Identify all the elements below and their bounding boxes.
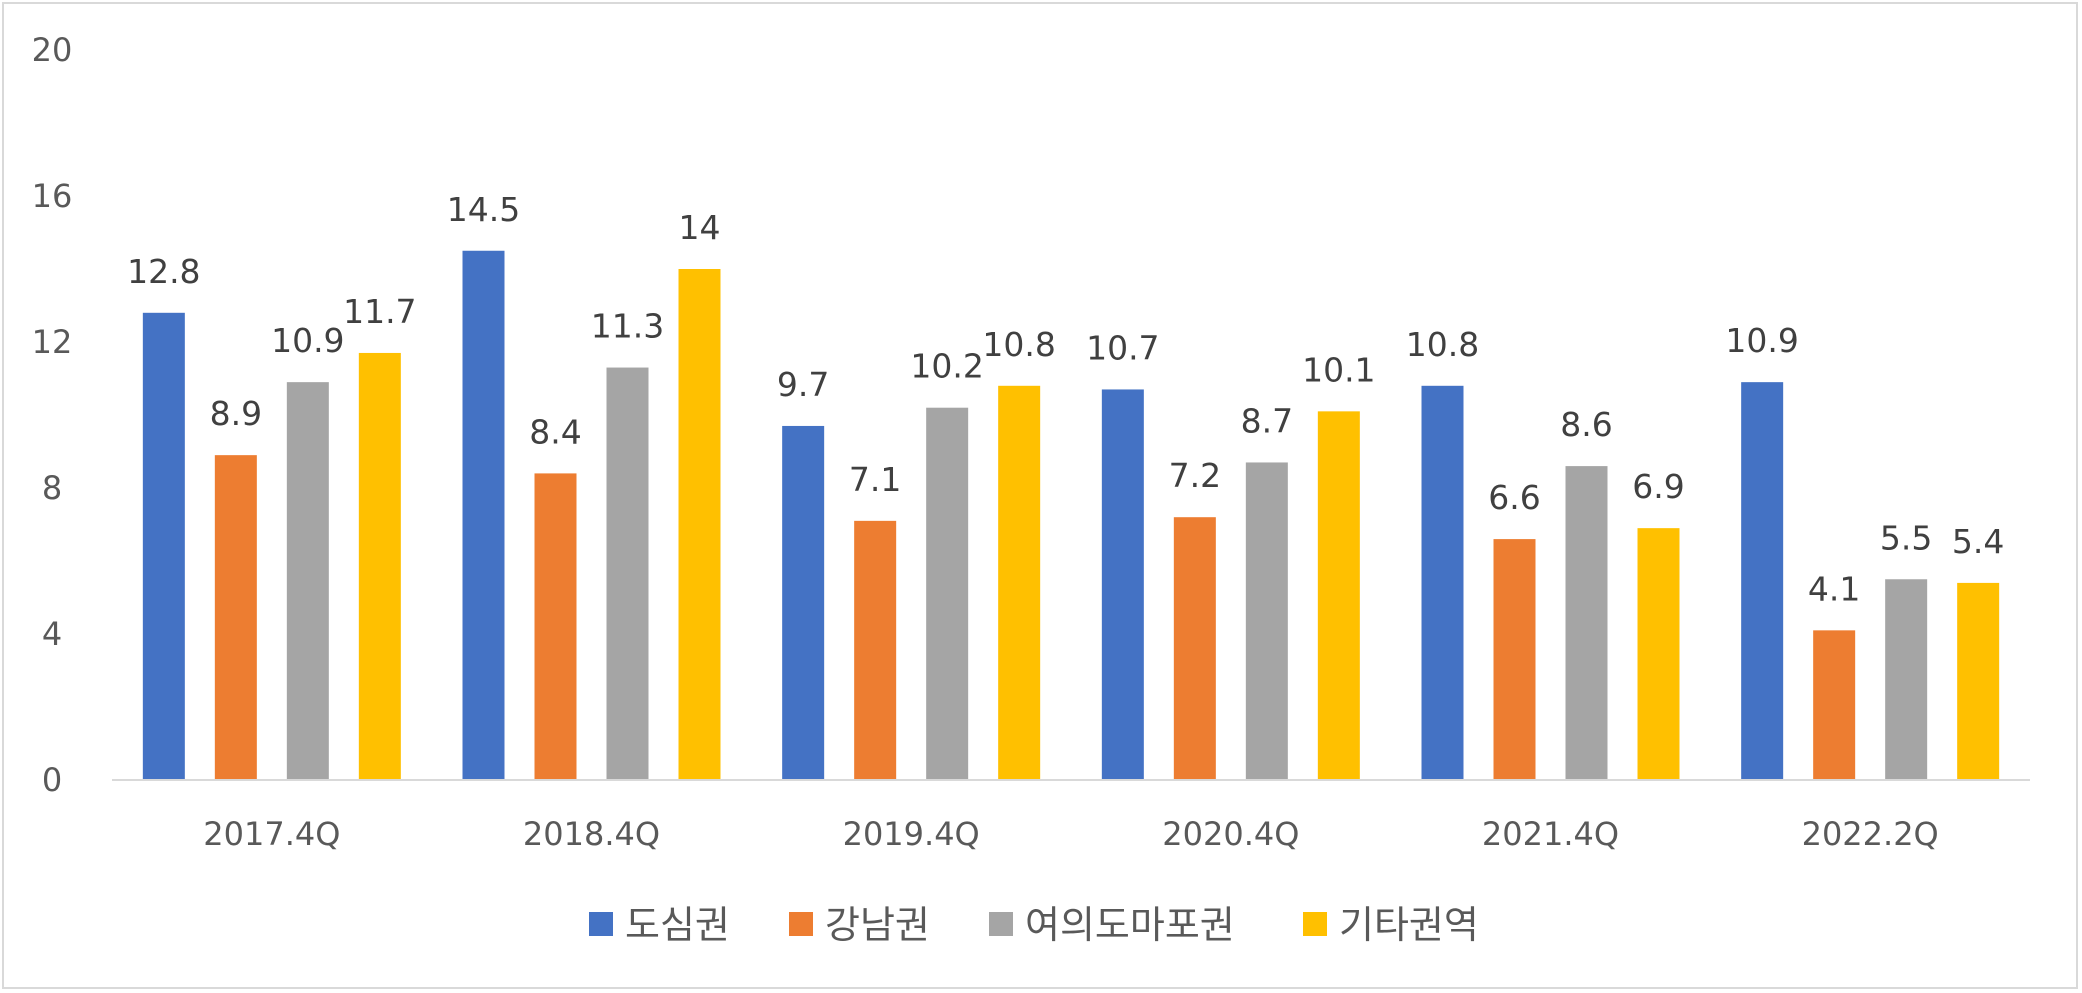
legend-label: 강남권 (825, 903, 930, 947)
legend-swatch (1303, 912, 1327, 936)
x-tick-label: 2021.4Q (1482, 815, 1619, 853)
data-label: 10.1 (1302, 350, 1375, 389)
bar (854, 520, 897, 780)
data-label: 5.5 (1880, 518, 1932, 557)
bar (286, 382, 329, 780)
data-label: 10.7 (1086, 328, 1159, 367)
bar (358, 352, 401, 780)
bar (1245, 462, 1288, 780)
data-label: 10.8 (982, 325, 1055, 364)
data-label: 11.3 (591, 307, 664, 346)
bar (1173, 517, 1216, 780)
bar (1421, 385, 1464, 780)
bar (1813, 630, 1856, 780)
bar (462, 250, 505, 780)
bar (1493, 539, 1536, 780)
x-tick-label: 2019.4Q (843, 815, 980, 853)
data-label: 12.8 (127, 252, 200, 291)
bar (1101, 389, 1144, 780)
data-label: 5.4 (1952, 522, 2004, 561)
y-tick-label: 0 (42, 761, 62, 799)
data-label: 10.2 (910, 347, 983, 386)
data-label: 10.8 (1406, 325, 1479, 364)
data-label: 14.5 (447, 190, 520, 229)
bar (1565, 466, 1608, 780)
bar (606, 367, 649, 780)
data-label: 4.1 (1808, 569, 1860, 608)
x-tick-label: 2017.4Q (203, 815, 340, 853)
bar (142, 312, 185, 780)
bar (1957, 582, 2000, 780)
bar (1741, 382, 1784, 780)
bar (1885, 579, 1928, 780)
data-label: 8.4 (529, 412, 581, 451)
data-label: 9.7 (777, 365, 829, 404)
data-label: 10.9 (271, 321, 344, 360)
y-tick-label: 12 (32, 323, 73, 361)
x-tick-label: 2022.2Q (1802, 815, 1939, 853)
legend-swatch (989, 912, 1013, 936)
data-label: 8.9 (210, 394, 262, 433)
data-label: 8.7 (1241, 401, 1293, 440)
bar (1637, 528, 1680, 780)
legend-label: 여의도마포권 (1025, 903, 1235, 947)
x-tick-label: 2020.4Q (1162, 815, 1299, 853)
data-label: 7.2 (1169, 456, 1221, 495)
bar (1317, 411, 1360, 780)
x-tick-label: 2018.4Q (523, 815, 660, 853)
legend-swatch (589, 912, 613, 936)
data-label: 6.9 (1632, 467, 1684, 506)
legend-label: 도심권 (625, 903, 730, 947)
bar (926, 407, 969, 780)
legend-swatch (789, 912, 813, 936)
y-tick-label: 8 (42, 469, 62, 507)
data-label: 8.6 (1560, 405, 1612, 444)
data-labels: 12.88.910.911.714.58.411.3149.77.110.210… (127, 190, 2004, 609)
legend-label: 기타권역 (1339, 903, 1479, 947)
y-tick-label: 4 (42, 615, 62, 653)
y-tick-label: 16 (32, 177, 73, 215)
bar (214, 455, 257, 780)
data-label: 14 (679, 208, 721, 247)
bar (998, 385, 1041, 780)
data-label: 7.1 (849, 460, 901, 499)
bar (534, 473, 577, 780)
legend: 도심권 강남권 여의도마포권 기타권역 (589, 903, 1479, 947)
data-label: 6.6 (1488, 478, 1540, 517)
y-tick-label: 20 (32, 31, 73, 69)
bar (782, 425, 825, 780)
x-axis-labels: 2017.4Q 2018.4Q 2019.4Q 2020.4Q 2021.4Q 2022.… (203, 815, 1938, 853)
data-label: 10.9 (1725, 321, 1798, 360)
data-label: 11.7 (343, 292, 416, 331)
y-axis-ticks: 0 4 8 12 16 20 (32, 31, 73, 799)
bars (142, 250, 2000, 780)
bar (678, 269, 721, 780)
